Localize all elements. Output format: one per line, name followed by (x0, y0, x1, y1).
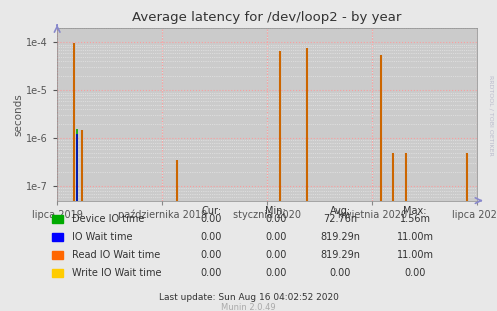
Text: 0.00: 0.00 (200, 268, 222, 278)
Text: IO Wait time: IO Wait time (72, 232, 133, 242)
Text: 0.00: 0.00 (200, 214, 222, 224)
Text: Avg:: Avg: (330, 206, 351, 216)
Text: 0.00: 0.00 (404, 268, 426, 278)
Text: 0.00: 0.00 (265, 268, 287, 278)
Text: 72.76n: 72.76n (324, 214, 357, 224)
Text: 819.29n: 819.29n (321, 232, 360, 242)
Text: 1.56m: 1.56m (400, 214, 430, 224)
Text: Write IO Wait time: Write IO Wait time (72, 268, 162, 278)
Text: 0.00: 0.00 (200, 232, 222, 242)
Text: Cur:: Cur: (201, 206, 221, 216)
Text: RRDTOOL / TOBI OETIKER: RRDTOOL / TOBI OETIKER (488, 75, 493, 156)
Text: 11.00m: 11.00m (397, 250, 433, 260)
Text: 819.29n: 819.29n (321, 250, 360, 260)
Text: 0.00: 0.00 (330, 268, 351, 278)
Text: 0.00: 0.00 (200, 250, 222, 260)
Text: Max:: Max: (403, 206, 427, 216)
Text: Munin 2.0.49: Munin 2.0.49 (221, 303, 276, 311)
Title: Average latency for /dev/loop2 - by year: Average latency for /dev/loop2 - by year (132, 11, 402, 24)
Text: 0.00: 0.00 (265, 214, 287, 224)
Text: Min:: Min: (265, 206, 286, 216)
Text: 11.00m: 11.00m (397, 232, 433, 242)
Text: Device IO time: Device IO time (72, 214, 145, 224)
Text: 0.00: 0.00 (265, 250, 287, 260)
Text: Read IO Wait time: Read IO Wait time (72, 250, 161, 260)
Text: Last update: Sun Aug 16 04:02:52 2020: Last update: Sun Aug 16 04:02:52 2020 (159, 294, 338, 302)
Y-axis label: seconds: seconds (13, 93, 23, 136)
Text: 0.00: 0.00 (265, 232, 287, 242)
